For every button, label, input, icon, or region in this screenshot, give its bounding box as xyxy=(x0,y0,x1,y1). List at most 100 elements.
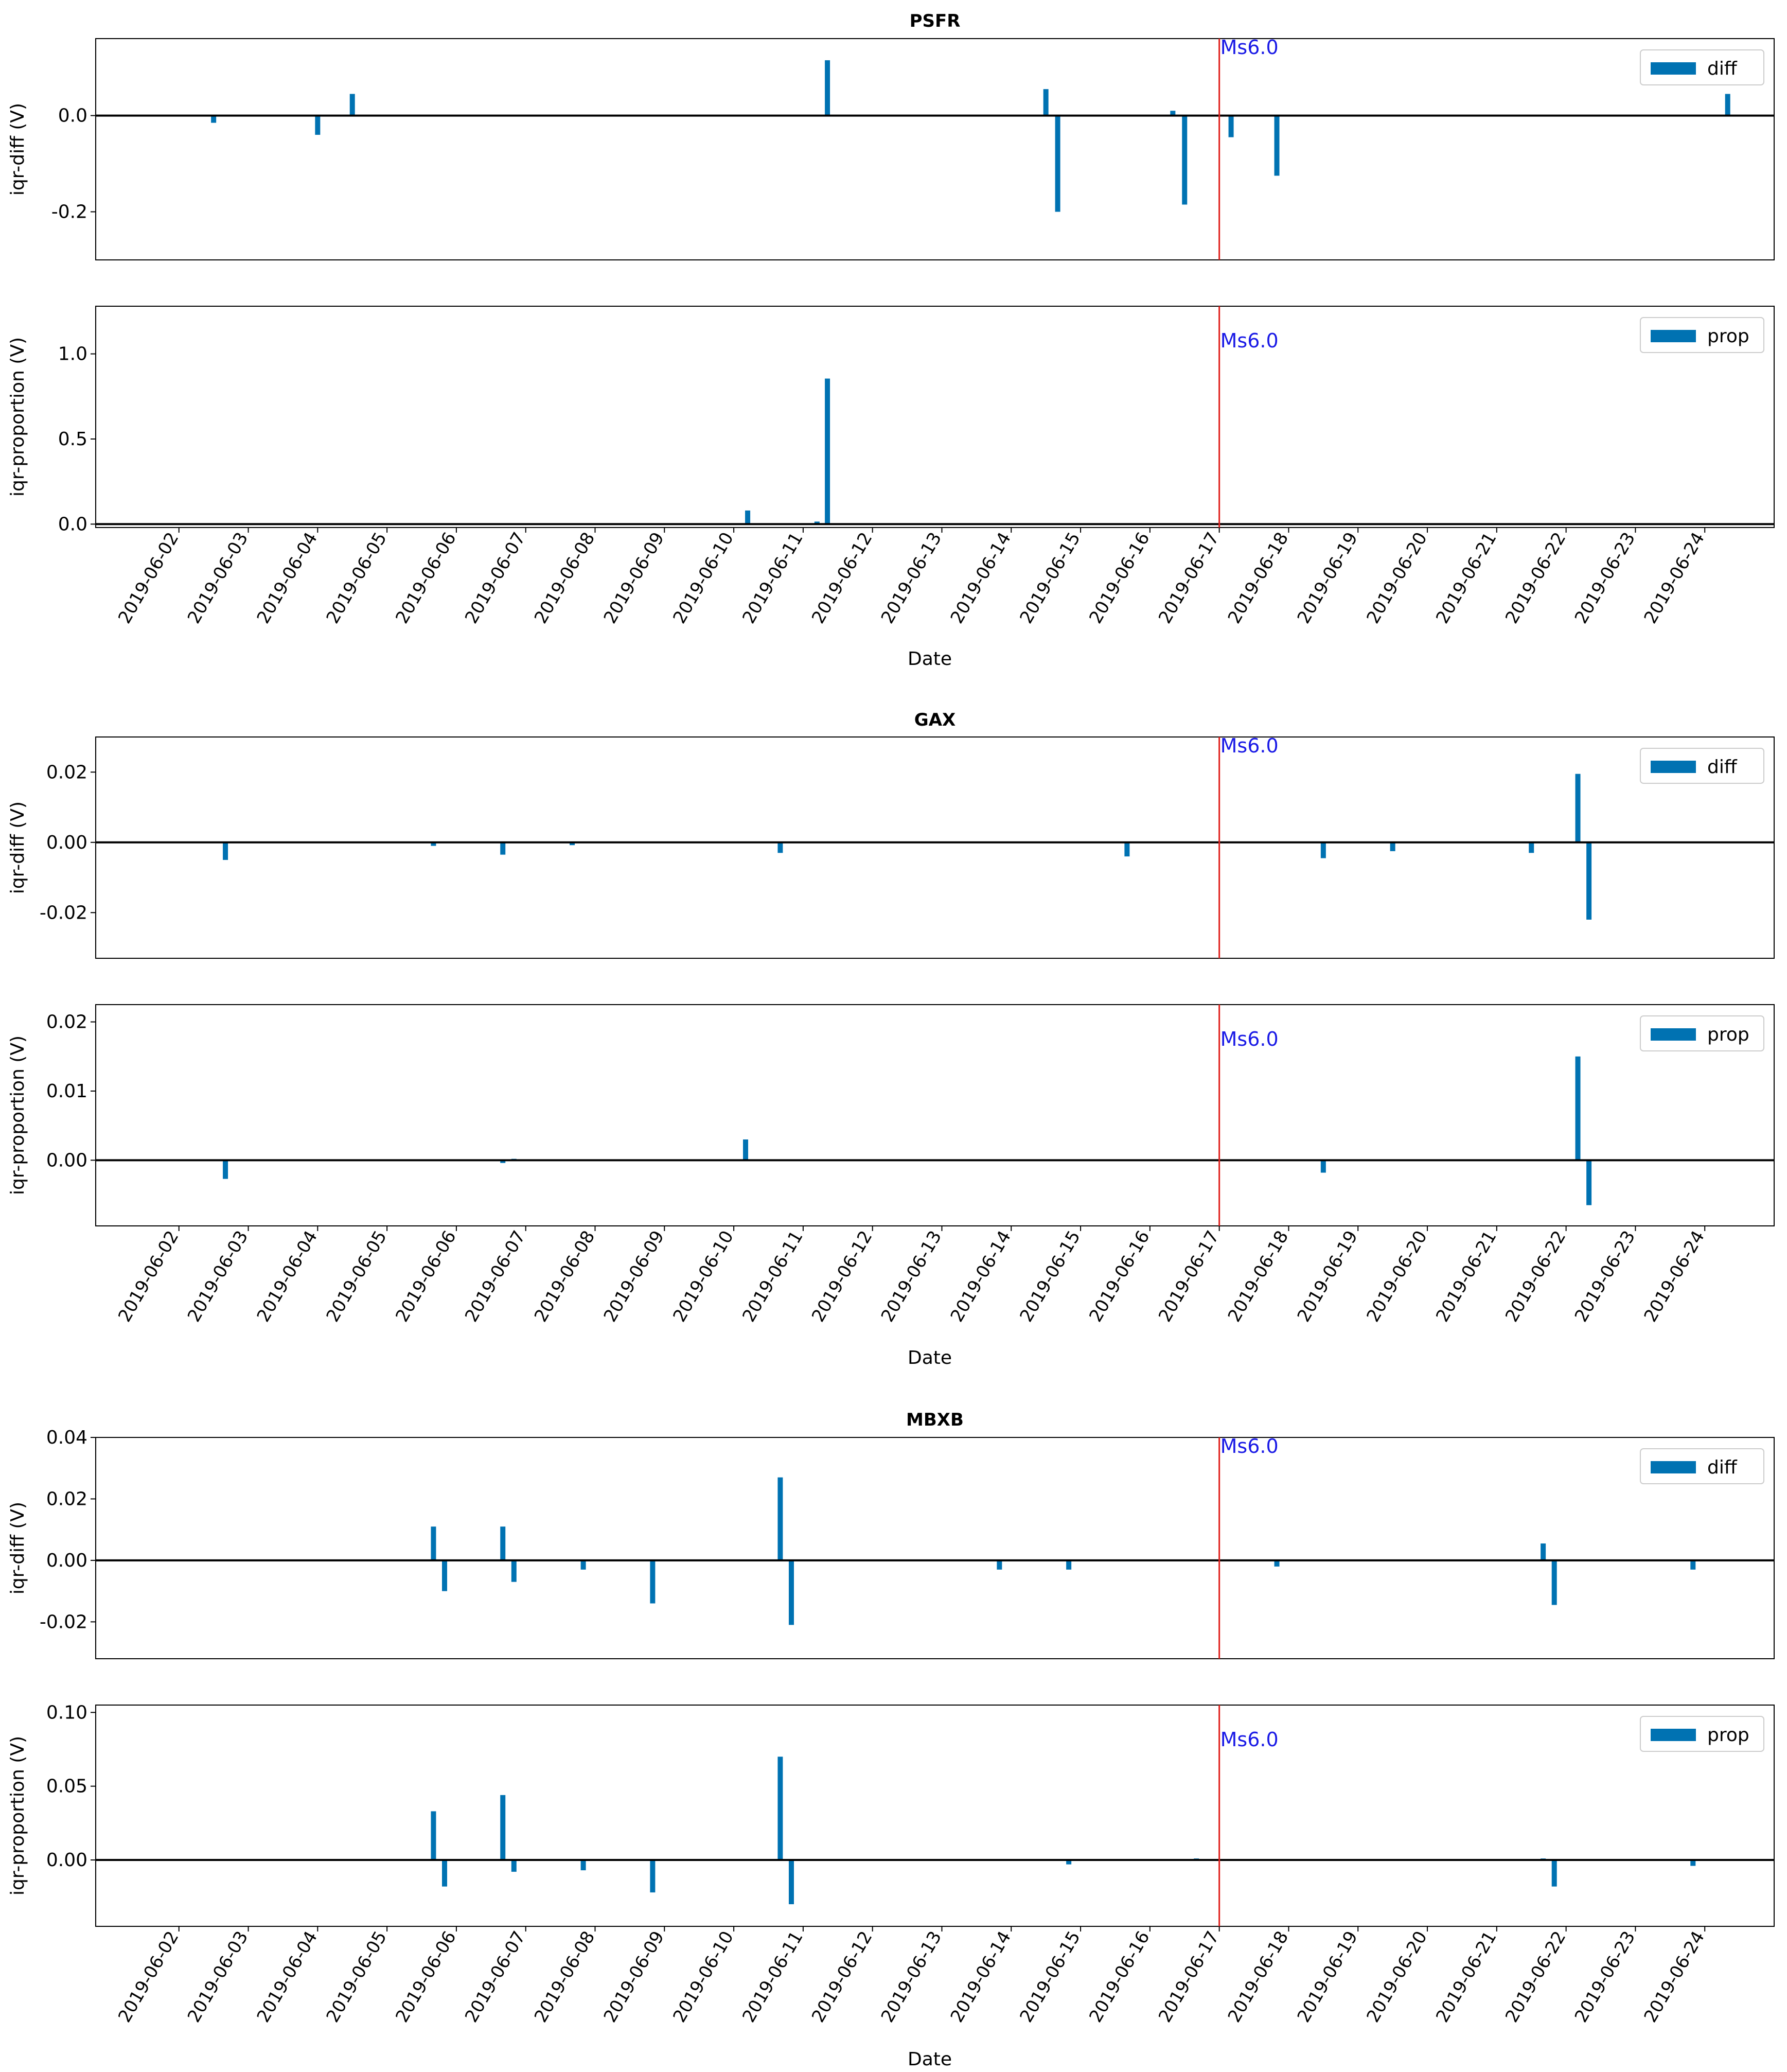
y-tick-label: 0.02 xyxy=(46,1488,87,1509)
x-tick-label: 2019-06-16 xyxy=(1085,529,1154,627)
x-tick-label: 2019-06-14 xyxy=(947,1928,1015,2026)
bar xyxy=(814,521,820,524)
x-tick-label: 2019-06-05 xyxy=(322,1928,391,2026)
x-tick-label: 2019-06-06 xyxy=(392,1227,460,1326)
y-axis-label: iqr-diff (V) xyxy=(7,801,28,894)
legend: prop xyxy=(1640,1015,1764,1051)
y-tick-label: 0.0 xyxy=(58,514,87,535)
bar xyxy=(1725,94,1730,116)
x-tick-label: 2019-06-15 xyxy=(1016,1928,1084,2026)
prop-panel: 0.02 0.01 0.00 iqr-proportion (V) Ms6.0 prop xyxy=(7,1004,1775,1226)
y-axis-label: iqr-diff (V) xyxy=(7,1502,28,1594)
x-tick-label: 2019-06-04 xyxy=(253,529,322,627)
bar xyxy=(777,1757,783,1860)
legend-label: diff xyxy=(1707,757,1738,778)
bar xyxy=(511,1560,517,1582)
legend-box xyxy=(1640,49,1764,85)
event-annotation: Ms6.0 xyxy=(1220,1728,1279,1751)
x-tick-label: 2019-06-19 xyxy=(1294,529,1362,627)
y-tick-label: 0.10 xyxy=(46,1702,87,1723)
x-tick-label: 2019-06-13 xyxy=(877,1928,946,2026)
bar xyxy=(1274,1560,1280,1567)
prop-panel: 0.10 0.05 0.00 iqr-proportion (V) Ms6.0 prop xyxy=(7,1702,1775,1927)
legend: diff xyxy=(1640,748,1764,784)
legend-box xyxy=(1640,1716,1764,1752)
x-tick-label: 2019-06-18 xyxy=(1224,1227,1293,1326)
bar xyxy=(745,510,751,524)
x-tick-label: 2019-06-21 xyxy=(1432,1227,1500,1326)
bar xyxy=(1551,1560,1557,1605)
legend-box xyxy=(1640,1015,1764,1051)
legend-swatch xyxy=(1651,1028,1696,1041)
x-tick-label: 2019-06-17 xyxy=(1155,529,1223,627)
bar xyxy=(1066,1560,1072,1570)
diff-panel: 0.02 0.00 -0.02 iqr-diff (V) Ms6.0 diff xyxy=(7,734,1775,959)
x-tick-label: 2019-06-19 xyxy=(1294,1227,1362,1326)
y-tick-label: 0.0 xyxy=(58,106,87,127)
x-tick-label: 2019-06-03 xyxy=(184,1928,252,2026)
legend: prop xyxy=(1640,317,1764,353)
x-tick-label: 2019-06-21 xyxy=(1432,1928,1500,2026)
bar xyxy=(1541,1543,1546,1560)
x-tick-label: 2019-06-09 xyxy=(600,1227,668,1326)
station-mbxb: MBXB 0.04 0.02 0.00 -0.02 iqr-diff (V) Ms6.0 di… xyxy=(7,1410,1775,2070)
y-tick-label: 0.04 xyxy=(46,1427,87,1448)
y-tick-label: -0.02 xyxy=(40,1611,87,1632)
bar xyxy=(223,842,228,860)
y-tick-label: 0.00 xyxy=(46,1850,87,1871)
y-tick-label: -0.2 xyxy=(51,202,87,223)
bar xyxy=(1274,115,1280,176)
x-tick-label: 2019-06-23 xyxy=(1571,1928,1639,2026)
bar xyxy=(1575,1056,1581,1161)
y-tick-label: 0.05 xyxy=(46,1776,87,1797)
x-tick-label: 2019-06-23 xyxy=(1571,529,1639,627)
y-axis-label: iqr-proportion (V) xyxy=(7,1035,28,1195)
event-annotation: Ms6.0 xyxy=(1220,1028,1279,1050)
x-tick-label: 2019-06-10 xyxy=(669,1928,737,2026)
x-tick-label: 2019-06-05 xyxy=(322,529,391,627)
bar xyxy=(825,60,830,116)
x-tick-label: 2019-06-06 xyxy=(392,1928,460,2026)
x-tick-label: 2019-06-07 xyxy=(461,529,529,627)
legend: prop xyxy=(1640,1716,1764,1752)
x-tick-label: 2019-06-18 xyxy=(1224,1928,1293,2026)
bar xyxy=(315,115,321,135)
y-axis-label: iqr-proportion (V) xyxy=(7,1736,28,1895)
x-axis-label: Date xyxy=(908,648,952,670)
bar xyxy=(1066,1860,1072,1865)
bar xyxy=(1529,842,1534,853)
x-tick-label: 2019-06-13 xyxy=(877,529,946,627)
station-psfr: PSFR 0.0 -0.2 iqr-diff (V) Ms6.0 diff 0.0 0.5 1.… xyxy=(7,11,1775,670)
bar xyxy=(500,1526,506,1560)
x-tick-label: 2019-06-21 xyxy=(1432,529,1500,627)
bar xyxy=(1043,89,1049,116)
plot-frame xyxy=(95,306,1775,528)
bar xyxy=(743,1139,749,1161)
legend-label: diff xyxy=(1707,58,1738,79)
bar xyxy=(1228,115,1234,137)
x-tick-label: 2019-06-12 xyxy=(808,1928,876,2026)
bar xyxy=(211,115,217,123)
x-tick-label: 2019-06-02 xyxy=(114,1227,183,1326)
y-axis-label: iqr-proportion (V) xyxy=(7,337,28,497)
legend: diff xyxy=(1640,49,1764,85)
legend-box xyxy=(1640,317,1764,353)
x-tick-label: 2019-06-07 xyxy=(461,1227,529,1326)
x-tick-label: 2019-06-12 xyxy=(808,529,876,627)
y-tick-label: 0.02 xyxy=(46,1012,87,1033)
bar xyxy=(1170,111,1176,116)
x-tick-label: 2019-06-22 xyxy=(1501,529,1570,627)
legend-swatch xyxy=(1651,761,1696,773)
bar xyxy=(1586,1160,1592,1205)
y-tick-label: 0.00 xyxy=(46,1550,87,1571)
bar xyxy=(825,378,830,524)
x-tick-label: 2019-06-17 xyxy=(1155,1928,1223,2026)
y-tick-label: 1.0 xyxy=(58,344,87,365)
x-tick-label: 2019-06-20 xyxy=(1363,1928,1431,2026)
x-tick-label: 2019-06-16 xyxy=(1085,1928,1154,2026)
x-tick-label: 2019-06-06 xyxy=(392,529,460,627)
x-tick-label: 2019-06-22 xyxy=(1501,1227,1570,1326)
x-tick-label: 2019-06-08 xyxy=(530,1928,599,2026)
x-tick-label: 2019-06-10 xyxy=(669,529,737,627)
